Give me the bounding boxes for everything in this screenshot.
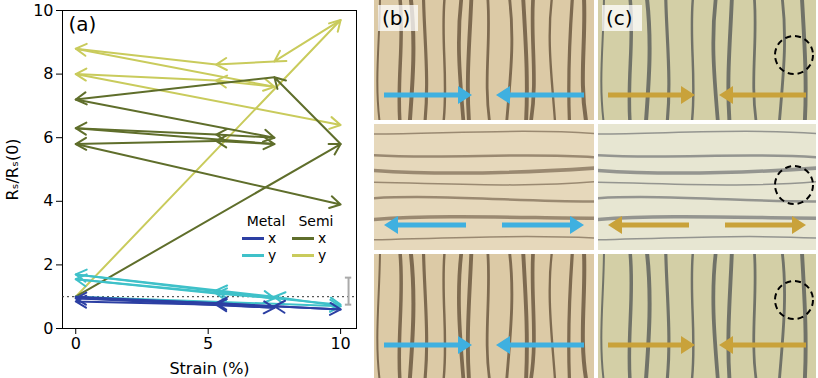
svg-text:5: 5 — [203, 334, 213, 353]
svg-text:0: 0 — [71, 334, 81, 353]
svg-text:6: 6 — [43, 128, 53, 147]
svg-text:Rₛ/Rₛ(0): Rₛ/Rₛ(0) — [3, 138, 22, 200]
svg-text:(b): (b) — [382, 6, 410, 30]
svg-text:2: 2 — [43, 255, 53, 274]
html-text:x: x — [268, 230, 277, 246]
svg-text:4: 4 — [43, 191, 53, 210]
html-text:Metal: Metal — [246, 213, 286, 229]
html-text:x: x — [318, 230, 327, 246]
svg-text:10: 10 — [330, 334, 350, 353]
svg-text:8: 8 — [43, 64, 53, 83]
html-text:y: y — [318, 247, 327, 263]
html-text:Semi: Semi — [298, 213, 334, 229]
svg-text:Strain (%): Strain (%) — [169, 359, 249, 378]
svg-text:0: 0 — [43, 319, 53, 338]
svg-text:(a): (a) — [69, 12, 97, 36]
svg-text:(c): (c) — [606, 6, 633, 30]
svg-text:10: 10 — [33, 1, 53, 20]
html-text:y: y — [268, 247, 277, 263]
